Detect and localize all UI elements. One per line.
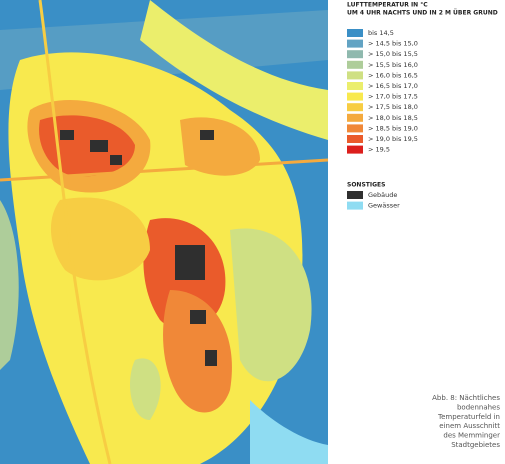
legend-label: > 17,5 bis 18,0 <box>368 103 418 111</box>
caption-line: Stadtgebietes <box>451 441 500 449</box>
legend-swatch <box>347 135 363 143</box>
legend-swatch <box>347 124 363 133</box>
legend-label: > 16,5 bis 17,0 <box>368 82 418 90</box>
legend-title: LUFTTEMPERATUR IN °C <box>347 2 428 9</box>
legend-label: > 16,0 bis 16,5 <box>368 71 418 79</box>
legend-swatch <box>347 60 363 69</box>
legend-swatch <box>347 82 363 90</box>
caption-line: einem Ausschnitt <box>439 422 500 430</box>
legend-label: > 19,5 <box>368 146 390 154</box>
legend-label: > 19,0 bis 19,5 <box>368 135 418 143</box>
legend-swatch <box>347 113 363 122</box>
legend-label: > 15,0 bis 15,5 <box>368 50 418 58</box>
legend-label: > 18,0 bis 18,5 <box>368 114 418 122</box>
legend-swatch <box>347 201 363 210</box>
legend-swatch <box>347 39 363 48</box>
legend-swatch <box>347 71 363 80</box>
legend-label: bis 14,5 <box>368 29 394 37</box>
caption-line: Abb. 8: Nächtliches <box>432 394 500 402</box>
legend-swatch <box>347 92 363 101</box>
legend-subtitle: UM 4 UHR NACHTS UND IN 2 M ÜBER GRUND <box>347 10 498 17</box>
map <box>0 0 329 464</box>
legend-swatch <box>347 191 363 199</box>
legend-label: > 18,5 bis 19,0 <box>368 124 418 132</box>
legend-swatch <box>347 103 363 112</box>
legend-label: Gebäude <box>368 191 397 199</box>
caption-line: des Memminger <box>443 432 500 440</box>
legend-label: Gewässer <box>368 202 400 210</box>
legend-label: > 14,5 bis 15,0 <box>368 40 418 48</box>
legend-swatch <box>347 145 363 154</box>
legend: LUFTTEMPERATUR IN °C UM 4 UHR NACHTS UND… <box>347 2 498 210</box>
legend-swatch <box>347 29 363 37</box>
legend-label: > 17,0 bis 17,5 <box>368 93 418 101</box>
legend-label: > 15,5 bis 16,0 <box>368 61 418 69</box>
caption-line: Temperaturfeld in <box>437 413 500 421</box>
legend-other-title: SONSTIGES <box>347 182 385 189</box>
legend-swatch <box>347 50 363 59</box>
caption-line: bodennahes <box>457 403 500 411</box>
